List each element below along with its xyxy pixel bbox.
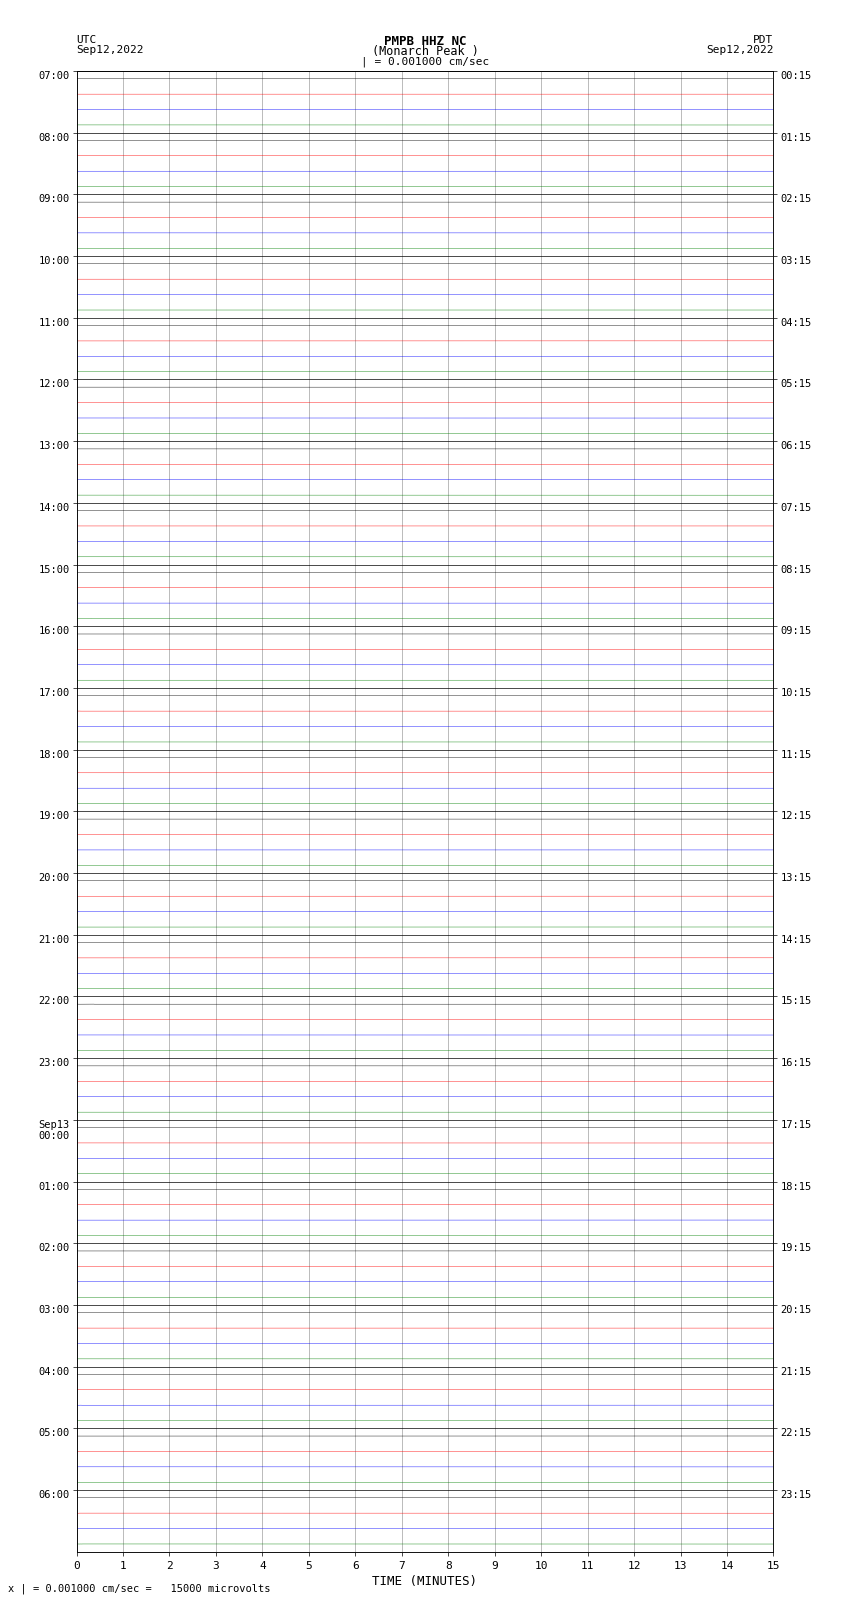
Text: Sep12,2022: Sep12,2022 — [76, 45, 144, 55]
Text: | = 0.001000 cm/sec: | = 0.001000 cm/sec — [361, 56, 489, 68]
Text: UTC: UTC — [76, 35, 97, 45]
X-axis label: TIME (MINUTES): TIME (MINUTES) — [372, 1574, 478, 1587]
Text: PMPB HHZ NC: PMPB HHZ NC — [383, 35, 467, 48]
Text: x | = 0.001000 cm/sec =   15000 microvolts: x | = 0.001000 cm/sec = 15000 microvolts — [8, 1582, 271, 1594]
Text: Sep12,2022: Sep12,2022 — [706, 45, 774, 55]
Text: PDT: PDT — [753, 35, 774, 45]
Text: (Monarch Peak ): (Monarch Peak ) — [371, 45, 479, 58]
